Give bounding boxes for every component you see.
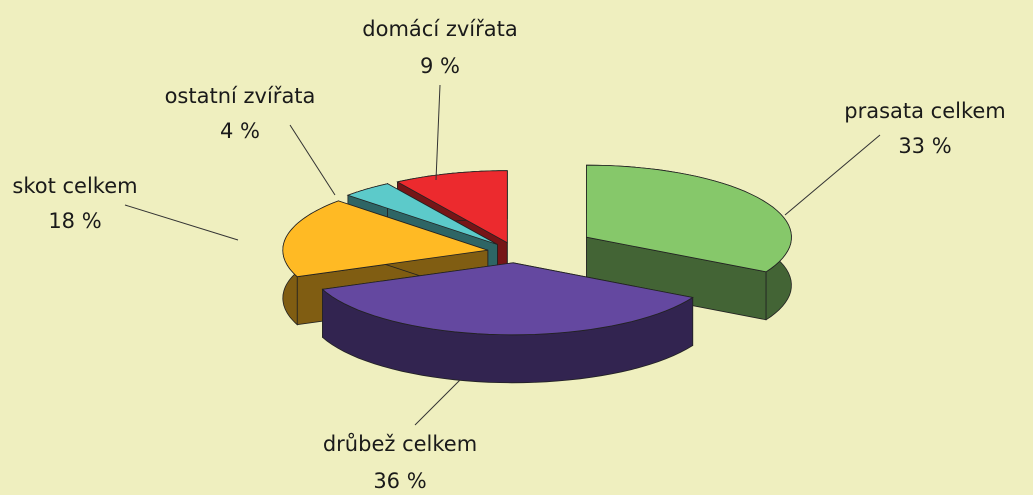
- slice-top: [321, 262, 694, 336]
- pie-slice: [321, 262, 694, 384]
- slice-top: [396, 170, 508, 244]
- leader-line: [124, 204, 239, 241]
- leader-line: [414, 379, 461, 426]
- slice-top: [282, 200, 488, 278]
- value-label: 33 %: [898, 134, 951, 158]
- category-label: drůbež celkem: [323, 432, 477, 456]
- category-label: domácí zvířata: [362, 17, 517, 41]
- value-label: 9 %: [420, 54, 460, 78]
- value-label: 4 %: [220, 119, 260, 143]
- slice-top: [586, 164, 792, 273]
- leader-line: [289, 124, 336, 196]
- value-label: 36 %: [373, 469, 426, 493]
- slice-top: [346, 183, 498, 245]
- leader-line: [784, 134, 881, 216]
- leader-line: [435, 84, 441, 181]
- category-label: prasata celkem: [844, 99, 1006, 123]
- value-label: 18 %: [48, 209, 101, 233]
- category-label: ostatní zvířata: [165, 84, 316, 108]
- category-label: skot celkem: [12, 174, 137, 198]
- pie-slice: [586, 164, 792, 321]
